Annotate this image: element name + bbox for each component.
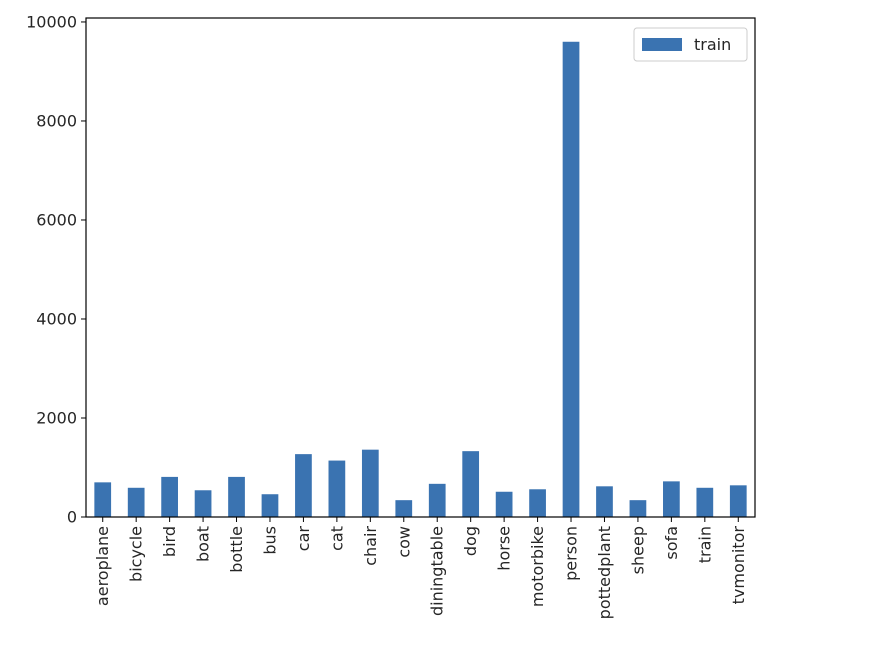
x-tick-label: train bbox=[695, 526, 714, 563]
x-tick-label: sofa bbox=[662, 526, 681, 560]
bar-bottle bbox=[228, 476, 245, 517]
x-tick-label: cow bbox=[394, 526, 413, 558]
legend: train bbox=[633, 27, 748, 62]
x-tick-label: bottle bbox=[227, 526, 246, 573]
x-tick-label: tvmonitor bbox=[729, 526, 748, 605]
y-axis: 0 2000 4000 6000 8000 10000 bbox=[26, 12, 86, 527]
bar-sofa bbox=[663, 481, 680, 517]
y-tick-label: 8000 bbox=[36, 111, 77, 130]
bar-dog bbox=[462, 451, 480, 517]
x-tick-label: horse bbox=[495, 526, 514, 571]
y-tick-label: 0 bbox=[67, 508, 77, 527]
bars-group bbox=[94, 41, 747, 517]
y-tick-label: 6000 bbox=[36, 210, 77, 229]
x-tick-label: dog bbox=[461, 526, 480, 556]
bar-bird bbox=[161, 476, 178, 517]
legend-label: train bbox=[694, 35, 731, 54]
axes-frame bbox=[85, 17, 756, 518]
bar-motorbike bbox=[529, 489, 546, 517]
bar-cat bbox=[328, 460, 346, 517]
bar-bus bbox=[261, 494, 279, 517]
x-tick-label: chair bbox=[361, 526, 380, 566]
bar-sheep bbox=[629, 500, 647, 517]
y-tick-label: 2000 bbox=[36, 408, 77, 427]
bar-pottedplant bbox=[596, 486, 613, 517]
x-tick-label: boat bbox=[194, 526, 213, 562]
x-tick-label: sheep bbox=[628, 526, 647, 574]
bar-boat bbox=[194, 490, 212, 517]
bar-person bbox=[562, 41, 580, 517]
bar-horse bbox=[495, 491, 513, 517]
x-tick-label: bus bbox=[260, 526, 279, 555]
x-axis: aeroplane bicycle bird boat bottle bus car cat c… bbox=[93, 517, 748, 619]
bar-car bbox=[295, 454, 312, 517]
x-tick-label: person bbox=[562, 526, 581, 581]
x-tick-label: pottedplant bbox=[595, 526, 614, 619]
x-tick-label: diningtable bbox=[428, 526, 447, 616]
y-tick-label: 4000 bbox=[36, 309, 77, 328]
bar-chair bbox=[361, 449, 379, 517]
bar-aeroplane bbox=[94, 482, 112, 517]
x-tick-label: motorbike bbox=[528, 526, 547, 607]
x-tick-label: cat bbox=[327, 526, 346, 551]
bar-cow bbox=[395, 500, 413, 517]
bar-diningtable bbox=[428, 483, 446, 517]
x-tick-label: bicycle bbox=[127, 526, 146, 582]
plot-area bbox=[86, 18, 755, 517]
x-tick-label: aeroplane bbox=[93, 526, 112, 606]
x-tick-label: car bbox=[294, 526, 313, 552]
legend-box bbox=[633, 27, 748, 62]
bar-train bbox=[696, 487, 714, 517]
x-tick-label: bird bbox=[160, 526, 179, 557]
bar-tvmonitor bbox=[729, 485, 747, 517]
y-tick-label: 10000 bbox=[26, 12, 77, 31]
bar-bicycle bbox=[127, 487, 145, 517]
legend-swatch bbox=[642, 38, 682, 51]
